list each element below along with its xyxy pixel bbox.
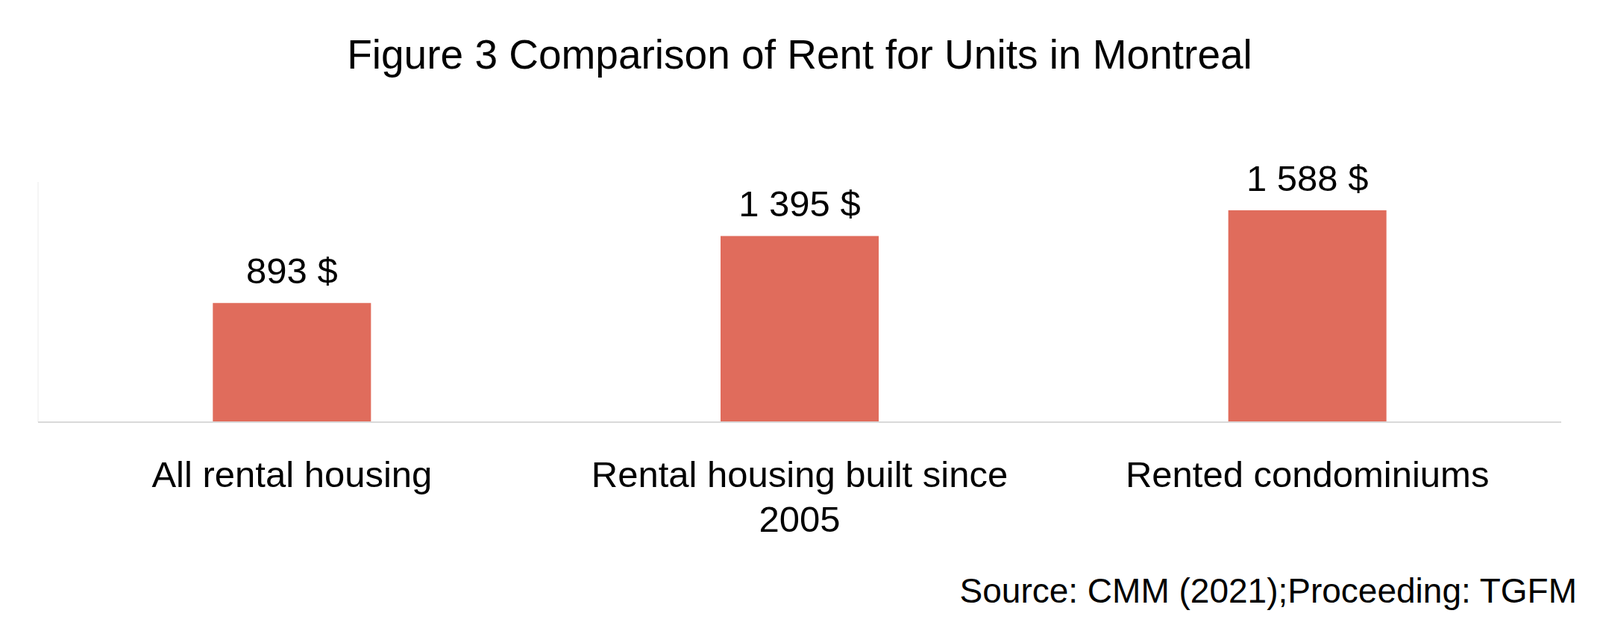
title: Figure 3 Comparison of Rent for Units in…	[346, 31, 1253, 78]
x-axis-line	[38, 421, 1562, 423]
data-label: 1 588 $	[1246, 158, 1369, 199]
data-label: 1 395 $	[738, 183, 861, 224]
data-label: 893 $	[246, 250, 338, 291]
chart: Figure 3 Comparison of Rent for Units in…	[0, 0, 1600, 628]
source: Source: CMM (2021);Proceeding: TGFM	[960, 571, 1577, 611]
bar	[1228, 210, 1387, 423]
bar	[720, 235, 879, 423]
category-label: Rented condominiums	[1125, 454, 1490, 495]
category-label: Rental housing built since2005	[591, 454, 1008, 540]
y-axis-line	[38, 182, 39, 423]
category-label: All rental housing	[151, 454, 432, 495]
bar	[212, 302, 371, 423]
bars	[212, 210, 1386, 423]
